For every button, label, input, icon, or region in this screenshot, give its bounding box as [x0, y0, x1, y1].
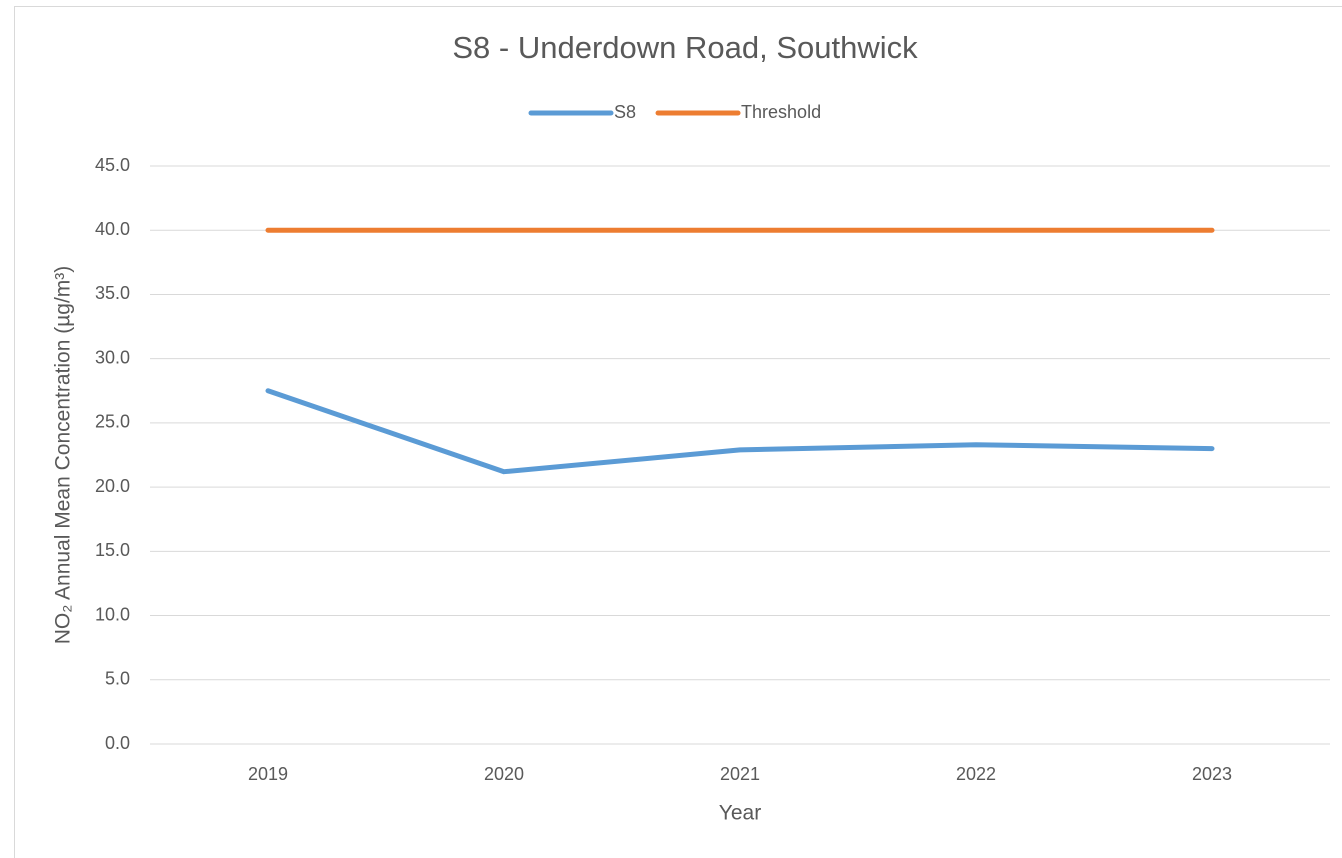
y-tick-label: 40.0	[95, 219, 130, 239]
legend-label: Threshold	[741, 102, 821, 122]
y-tick-label: 30.0	[95, 347, 130, 367]
y-tick-label: 35.0	[95, 283, 130, 303]
x-tick-label: 2019	[248, 764, 288, 784]
x-tick-label: 2023	[1192, 764, 1232, 784]
x-tick-label: 2022	[956, 764, 996, 784]
y-axis-label: NO₂ Annual Mean Concentration (µg/m³)	[52, 266, 75, 645]
y-tick-label: 20.0	[95, 476, 130, 496]
y-tick-label: 25.0	[95, 412, 130, 432]
x-tick-label: 2020	[484, 764, 524, 784]
y-tick-label: 10.0	[95, 604, 130, 624]
y-tick-label: 5.0	[105, 669, 130, 689]
x-axis-label: Year	[719, 802, 761, 825]
y-tick-label: 15.0	[95, 540, 130, 560]
legend-label: S8	[614, 102, 636, 122]
y-tick-label: 0.0	[105, 733, 130, 753]
x-tick-label: 2021	[720, 764, 760, 784]
series-line	[265, 388, 1215, 475]
chart-title: S8 - Underdown Road, Southwick	[452, 30, 918, 65]
chart-border	[14, 6, 1342, 858]
y-tick-label: 45.0	[95, 155, 130, 175]
